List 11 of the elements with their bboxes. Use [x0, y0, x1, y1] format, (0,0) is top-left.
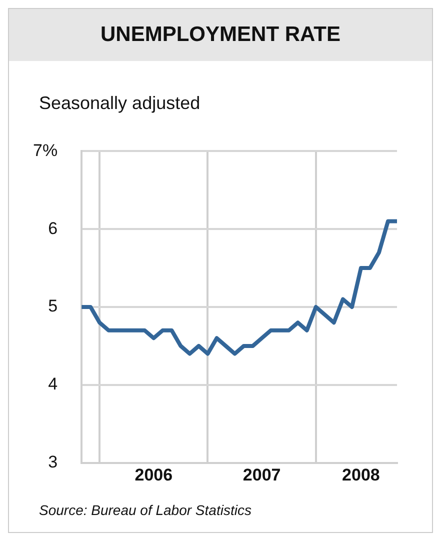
y-tick-label: 3: [48, 452, 58, 472]
y-tick-label: 6: [48, 218, 58, 238]
source-note: Source: Bureau of Labor Statistics: [39, 502, 252, 518]
chart-title: UNEMPLOYMENT RATE: [9, 9, 432, 61]
chart-subtitle: Seasonally adjusted: [39, 93, 200, 114]
y-tick-label: 7%: [32, 140, 58, 160]
y-tick-label: 5: [48, 296, 58, 316]
x-tick-label: 2007: [242, 466, 281, 485]
x-tick-label: 2008: [342, 466, 380, 485]
y-tick-label: 4: [48, 374, 58, 394]
x-tick-label: 2006: [134, 466, 173, 485]
